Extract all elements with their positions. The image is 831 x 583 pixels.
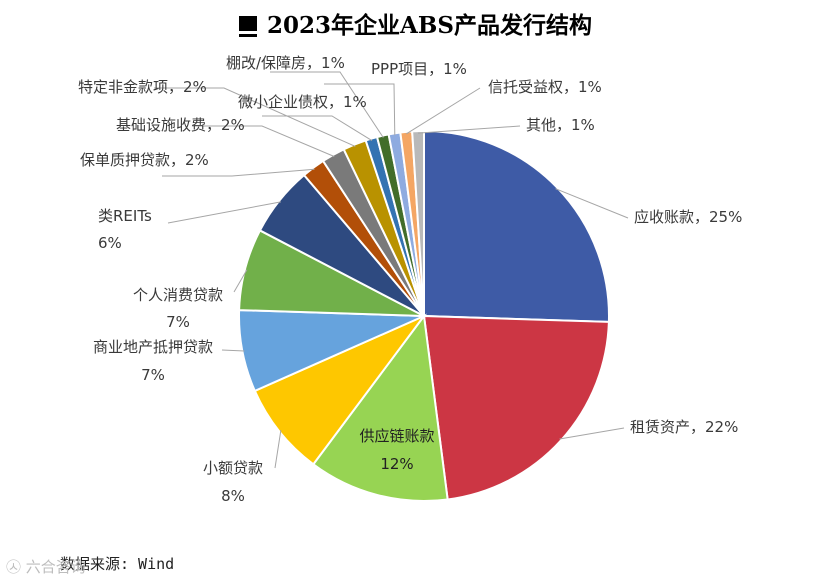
leader-line-6: [167, 201, 281, 224]
data-label-5-line-1: 7%: [166, 313, 190, 331]
data-label-3-line-1: 8%: [221, 487, 245, 505]
data-label-7: 保单质押贷款，2%: [80, 151, 209, 169]
data-label-8: 基础设施收费，2%: [116, 116, 245, 134]
data-labels: 应收账款，25% 租赁资产，22% 供应链账款 12% 小额贷款 8% 商业地产抵押贷款 7%…: [78, 54, 742, 505]
leader-line-12: [324, 83, 396, 136]
data-label-9: 特定非金款项，2%: [78, 78, 207, 96]
data-label-6-line-0: 类REITs: [98, 207, 152, 225]
data-source-note: 数据来源: Wind: [60, 555, 175, 573]
leader-line-7: [162, 168, 315, 177]
leader-lines: [154, 71, 629, 469]
chart-title: 2023年企业ABS产品发行结构: [0, 6, 831, 40]
data-label-13: 信托受益权，1%: [488, 78, 602, 96]
leader-line-4: [221, 349, 245, 352]
watermark: ㉦ 六合咨询: [6, 558, 86, 576]
leader-line-13: [406, 87, 481, 135]
pie-slice-3: [253, 313, 428, 466]
data-label-6-line-1: 6%: [98, 234, 122, 252]
data-label-10: 微小企业债权，1%: [238, 93, 367, 111]
data-label-1: 租赁资产，22%: [630, 418, 738, 436]
data-label-0: 应收账款，25%: [634, 208, 742, 226]
leader-line-3: [274, 430, 282, 469]
data-label-4-line-0: 商业地产抵押贷款: [93, 338, 213, 356]
chart-title-text: 2023年企业ABS产品发行结构: [267, 12, 592, 39]
pie-slice-0: [423, 129, 610, 323]
data-label-11: 棚改/保障房，1%: [226, 54, 345, 72]
leader-line-11: [270, 71, 384, 138]
pie-slice-2: [311, 313, 449, 502]
leader-line-5: [233, 269, 248, 293]
leader-line-8: [192, 125, 335, 157]
pie-slice-14: [411, 129, 425, 317]
data-label-3-line-0: 小额贷款: [203, 459, 263, 477]
title-marker-icon: [239, 16, 258, 34]
data-label-5-line-0: 个人消费贷款: [133, 286, 223, 304]
leader-line-0: [555, 188, 629, 219]
data-label-14: 其他，1%: [526, 116, 595, 134]
leader-line-9: [154, 87, 356, 147]
leader-line-10: [262, 115, 373, 142]
pie-slice-1: [422, 314, 610, 501]
data-label-2-line-1: 12%: [380, 455, 413, 473]
leader-line-14: [418, 125, 521, 134]
data-label-12: PPP项目，1%: [371, 60, 467, 78]
data-label-2-line-0: 供应链账款: [359, 427, 434, 445]
data-label-4-line-1: 7%: [141, 366, 165, 384]
leader-line-1: [559, 427, 625, 440]
pie-slices: [238, 129, 610, 502]
